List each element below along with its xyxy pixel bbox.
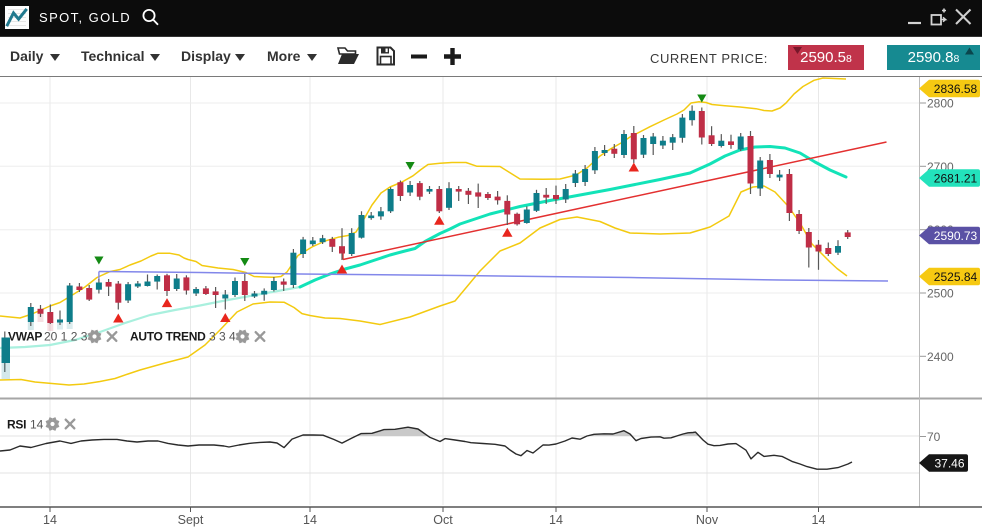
svg-text:2836.58: 2836.58 xyxy=(934,82,978,96)
svg-text:VWAP: VWAP xyxy=(8,330,42,344)
svg-text:14: 14 xyxy=(812,513,826,527)
svg-text:3 3 4: 3 3 4 xyxy=(209,330,236,344)
svg-text:14: 14 xyxy=(30,418,44,432)
svg-text:Nov: Nov xyxy=(696,513,719,527)
svg-text:Sept: Sept xyxy=(178,513,204,527)
svg-text:AUTO TREND: AUTO TREND xyxy=(130,330,206,344)
svg-text:2590.73: 2590.73 xyxy=(934,229,978,243)
svg-text:2400: 2400 xyxy=(927,350,954,364)
svg-text:2525.84: 2525.84 xyxy=(934,270,978,284)
svg-text:2681.21: 2681.21 xyxy=(934,172,978,186)
svg-text:Oct: Oct xyxy=(433,513,453,527)
svg-text:14: 14 xyxy=(549,513,563,527)
svg-text:14: 14 xyxy=(43,513,57,527)
svg-text:70: 70 xyxy=(927,430,941,444)
svg-text:14: 14 xyxy=(303,513,317,527)
svg-text:2500: 2500 xyxy=(927,287,954,301)
svg-text:20 1 2 3: 20 1 2 3 xyxy=(44,330,88,344)
svg-text:RSI: RSI xyxy=(7,418,26,432)
svg-text:2800: 2800 xyxy=(927,97,954,111)
svg-text:37.46: 37.46 xyxy=(934,457,964,471)
svg-text:SPOT, GOLD: SPOT, GOLD xyxy=(39,10,131,25)
